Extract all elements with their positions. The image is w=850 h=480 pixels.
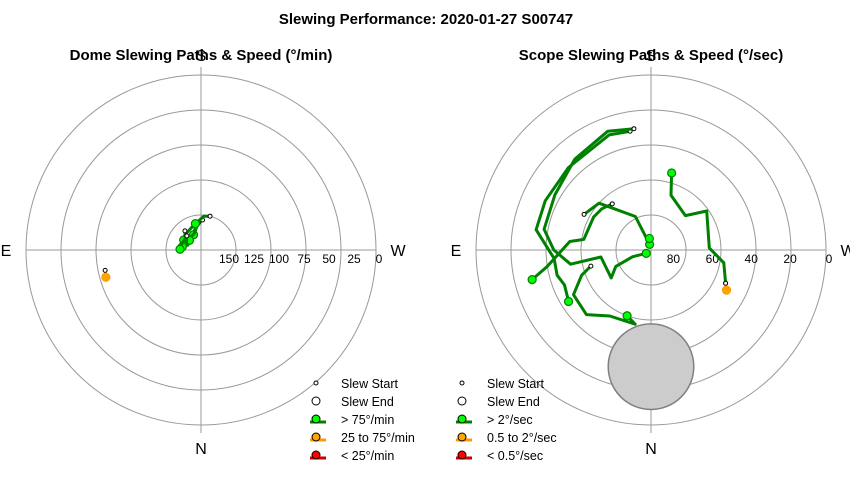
slew-paths — [527, 126, 732, 326]
direction-label-right: W — [840, 243, 850, 260]
legend-label: 25 to 75°/min — [341, 431, 415, 445]
figure-title: Slewing Performance: 2020-01-27 S00747 — [279, 11, 573, 28]
scope-polar-chart: Scope Slewing Paths & Speed (°/sec)S N E W 8… — [451, 47, 850, 463]
slew-end-marker — [641, 248, 651, 258]
legend-marker-slow — [457, 450, 467, 460]
legend-label: Slew Start — [341, 377, 398, 391]
direction-label-left: E — [1, 243, 12, 260]
slew-end-marker — [721, 285, 732, 295]
slew-end-marker — [563, 296, 574, 307]
slew-start-marker — [581, 211, 587, 217]
legend-end-icon — [311, 396, 321, 406]
slew-end-marker — [190, 218, 200, 229]
direction-label-top: S — [646, 48, 657, 65]
slew-end-marker — [622, 311, 632, 321]
polar-grid — [25, 67, 377, 433]
slew-end-marker — [527, 275, 537, 285]
legend-label: > 75°/min — [341, 413, 394, 427]
slew-path-fast — [669, 171, 728, 285]
slew-paths — [101, 213, 213, 282]
radial-tick-label: 0 — [826, 252, 833, 266]
radial-tick-label: 150 — [219, 252, 239, 266]
direction-label-bottom: N — [645, 441, 657, 458]
legend: Slew Start Slew End > 2°/sec 0.5 to 2°/sec <… — [456, 377, 557, 463]
radial-tick-label: 80 — [667, 252, 681, 266]
radial-tick-label: 125 — [244, 252, 264, 266]
slew-start-marker — [207, 213, 213, 219]
legend-start-icon — [459, 380, 465, 386]
panel-title: Scope Slewing Paths & Speed (°/sec) — [519, 47, 783, 64]
slew-end-marker — [667, 168, 677, 178]
direction-label-right: W — [390, 243, 406, 260]
slew-path-fast — [542, 127, 648, 280]
legend-label: > 2°/sec — [487, 413, 533, 427]
legend-label: Slew Start — [487, 377, 544, 391]
slew-end-marker — [644, 233, 654, 244]
radial-tick-label: 20 — [783, 252, 797, 266]
radial-tick-label: 100 — [269, 252, 289, 266]
slew-path-fast — [534, 129, 632, 303]
legend-label: < 25°/min — [341, 449, 394, 463]
radial-tick-label: 75 — [297, 252, 311, 266]
legend-label: Slew End — [341, 395, 394, 409]
radial-tick-label: 50 — [322, 252, 336, 266]
radial-tick-label: 0 — [376, 252, 383, 266]
slew-start-marker — [182, 228, 188, 234]
legend-marker-fast — [457, 414, 467, 424]
slew-start-marker — [588, 263, 594, 269]
slew-start-marker — [609, 201, 615, 207]
legend-label: 0.5 to 2°/sec — [487, 431, 557, 445]
legend-marker-fast — [311, 414, 321, 424]
slew-start-marker — [184, 233, 190, 239]
legend-label: Slew End — [487, 395, 540, 409]
slew-path-fast — [530, 202, 614, 282]
slew-end-marker — [101, 272, 111, 282]
direction-label-bottom: N — [195, 441, 207, 458]
dome-polar-chart: Dome Slewing Paths & Speed (°/min)S N E W 15… — [1, 47, 415, 463]
slew-start-marker — [631, 126, 637, 132]
radial-tick-label: 40 — [745, 252, 759, 266]
legend-marker-medium — [311, 432, 321, 442]
slew-end-marker — [175, 244, 185, 254]
legend-end-icon — [457, 396, 467, 406]
direction-label-top: S — [196, 48, 207, 65]
radial-tick-label: 25 — [347, 252, 361, 266]
slew-start-marker — [102, 267, 108, 273]
legend: Slew Start Slew End > 75°/min 25 to 75°/min… — [310, 377, 415, 463]
legend-start-icon — [313, 380, 319, 386]
slew-start-marker — [723, 280, 729, 286]
legend-label: < 0.5°/sec — [487, 449, 543, 463]
slew-path-fast — [582, 201, 652, 246]
legend-marker-slow — [311, 450, 321, 460]
slew-path-fast — [572, 264, 637, 326]
direction-label-left: E — [451, 243, 462, 260]
legend-marker-medium — [457, 432, 467, 442]
zenith-exclusion-zone — [607, 323, 695, 411]
panel-title: Dome Slewing Paths & Speed (°/min) — [70, 47, 333, 64]
